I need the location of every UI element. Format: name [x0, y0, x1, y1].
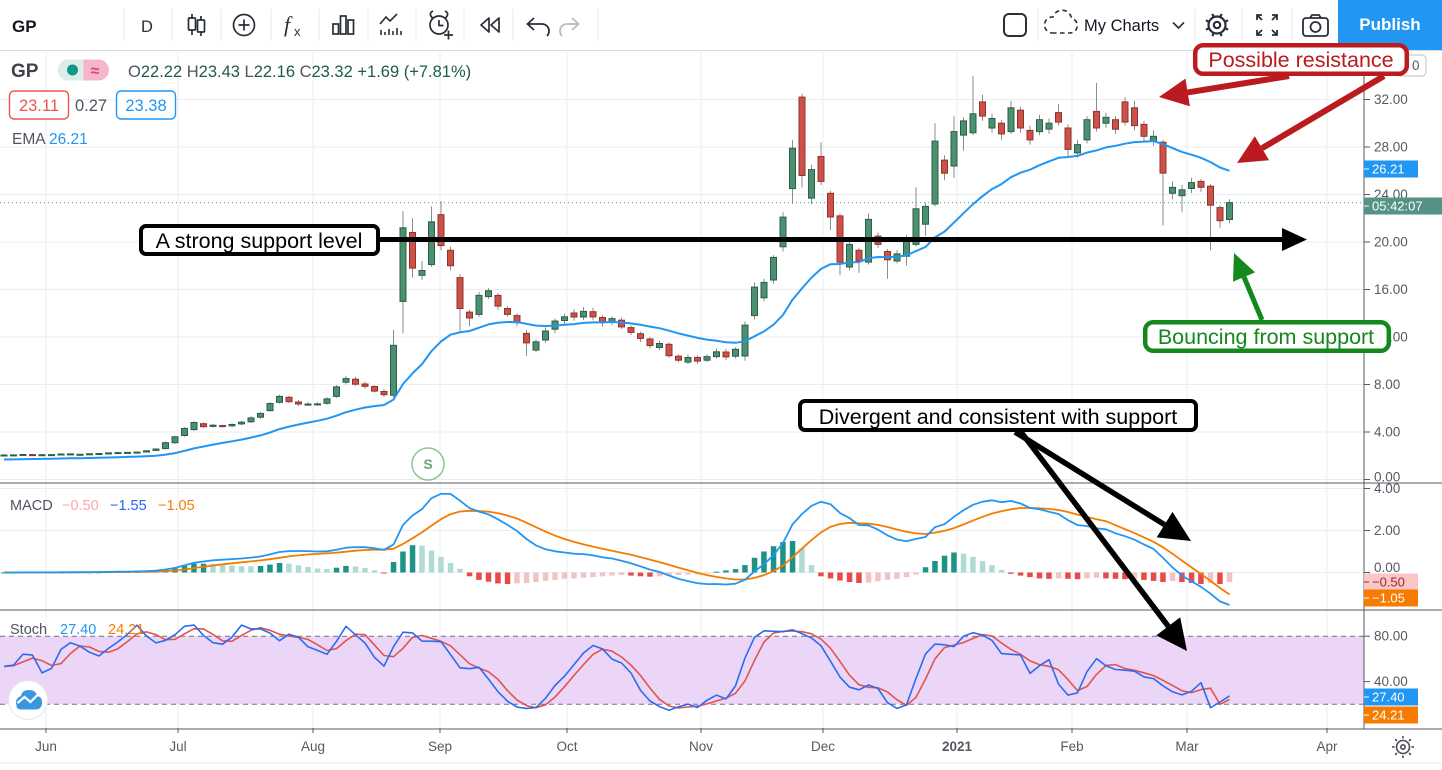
svg-text:Sep: Sep — [428, 739, 452, 754]
svg-text:My Charts: My Charts — [1084, 17, 1159, 35]
svg-text:Jul: Jul — [169, 739, 186, 754]
svg-text:05:42:07: 05:42:07 — [1372, 199, 1423, 214]
svg-text:S: S — [423, 456, 432, 472]
svg-text:−1.55: −1.55 — [110, 498, 147, 514]
svg-text:23.38: 23.38 — [125, 97, 166, 115]
svg-text:80.00: 80.00 — [1374, 629, 1408, 644]
svg-text:4.00: 4.00 — [1374, 425, 1400, 440]
svg-text:D: D — [141, 18, 153, 36]
svg-text:−0.50: −0.50 — [1372, 575, 1405, 590]
svg-text:24.21: 24.21 — [1372, 708, 1405, 723]
svg-text:Nov: Nov — [689, 739, 713, 754]
svg-text:20.00: 20.00 — [1374, 235, 1408, 250]
svg-text:0.00: 0.00 — [1374, 470, 1400, 485]
svg-text:8.00: 8.00 — [1374, 377, 1400, 392]
svg-text:−1.05: −1.05 — [158, 498, 195, 514]
svg-text:16.00: 16.00 — [1374, 282, 1408, 297]
svg-text:Oct: Oct — [556, 739, 577, 754]
svg-text:0.27: 0.27 — [75, 97, 107, 115]
svg-text:MACD: MACD — [10, 498, 53, 514]
svg-text:−1.05: −1.05 — [1372, 591, 1405, 606]
svg-text:0.00: 0.00 — [1374, 560, 1400, 575]
svg-text:O22.22 H23.43 L22.16 C23.32 +1: O22.22 H23.43 L22.16 C23.32 +1.69 (+7.81… — [128, 63, 471, 81]
svg-text:27.40: 27.40 — [1372, 690, 1405, 705]
svg-text:2021: 2021 — [942, 739, 973, 754]
svg-text:4.00: 4.00 — [1374, 481, 1400, 496]
svg-text:f: f — [284, 12, 293, 37]
svg-text:Divergent and consistent with: Divergent and consistent with support — [819, 405, 1178, 429]
svg-text:Apr: Apr — [1316, 739, 1338, 754]
svg-text:Feb: Feb — [1060, 739, 1083, 754]
svg-text:Bouncing from support: Bouncing from support — [1158, 325, 1374, 349]
svg-text:−0.50: −0.50 — [62, 498, 99, 514]
svg-text:Mar: Mar — [1175, 739, 1199, 754]
svg-text:≈: ≈ — [91, 63, 100, 80]
svg-text:28.00: 28.00 — [1374, 140, 1408, 155]
svg-text:x: x — [294, 24, 301, 39]
svg-text:EMA: EMA — [12, 131, 46, 148]
svg-text:32.00: 32.00 — [1374, 92, 1408, 107]
svg-text:Stoch: Stoch — [10, 622, 47, 638]
svg-text:24.21: 24.21 — [108, 622, 144, 638]
svg-text:Jun: Jun — [35, 739, 57, 754]
svg-text:0: 0 — [1412, 58, 1420, 73]
svg-text:26.21: 26.21 — [1372, 162, 1405, 177]
svg-text:26.21: 26.21 — [49, 131, 88, 148]
svg-text:40.00: 40.00 — [1374, 674, 1408, 689]
svg-text:23.11: 23.11 — [19, 97, 59, 115]
svg-text:27.40: 27.40 — [60, 622, 96, 638]
svg-text:Possible resistance: Possible resistance — [1208, 48, 1393, 72]
svg-text:Dec: Dec — [811, 739, 835, 754]
svg-text:A strong support level: A strong support level — [156, 229, 363, 253]
svg-text:Aug: Aug — [301, 739, 325, 754]
svg-text:2.00: 2.00 — [1374, 523, 1400, 538]
svg-text:GP: GP — [12, 17, 37, 36]
svg-text:GP: GP — [11, 61, 39, 82]
